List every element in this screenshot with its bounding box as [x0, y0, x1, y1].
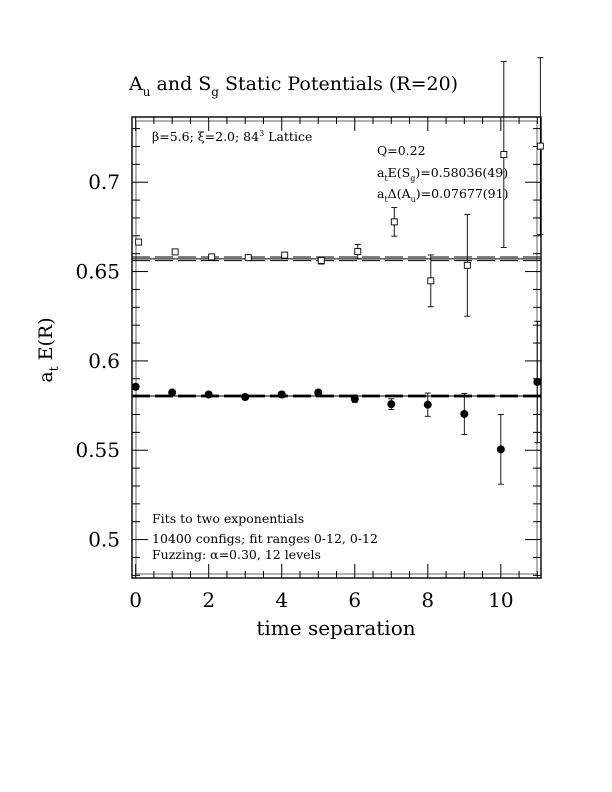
data-point-au [463, 261, 471, 269]
data-point-au [317, 257, 325, 264]
data-point-sg [314, 388, 323, 397]
data-point-sg [533, 377, 542, 386]
y-axis-ticks: 0.5 0.55 0.6 0.65 0.7 [75, 128, 541, 576]
dau-annotation: atΔ(Au)=0.07677(91) [377, 186, 508, 204]
dau-sub-u: u [411, 195, 416, 204]
x-tick-label: 0 [129, 588, 142, 612]
x-tick-label: 2 [202, 588, 215, 612]
data-point-sg [131, 382, 140, 391]
fit-lines [132, 256, 541, 398]
data-point-sg [460, 409, 469, 418]
title-part-a: A [128, 73, 143, 95]
fit-annotation-1: Fits to two exponentials [152, 511, 304, 526]
y-axis-label: at E(R) [35, 317, 61, 382]
data-point-sg [204, 390, 213, 399]
fit-annotation-3: Fuzzing: α=0.30, 12 levels [152, 547, 321, 562]
ylabel-rest: E(R) [35, 317, 57, 366]
data-point-sg [241, 392, 250, 401]
data-point-sg [350, 394, 359, 403]
esg-mid: E(S [388, 165, 411, 180]
title-part-rest: Static Potentials (R=20) [219, 73, 458, 95]
x-axis-label: time separation [256, 616, 415, 640]
dau-mid: Δ(A [388, 186, 412, 201]
y-tick-label: 0.55 [75, 438, 120, 462]
x-tick-label: 8 [421, 588, 434, 612]
esg-rest: )=0.58036(49) [415, 165, 508, 180]
y-tick-label: 0.65 [75, 260, 120, 284]
y-tick-label: 0.7 [88, 170, 120, 194]
lattice-sup: 3 [259, 129, 264, 138]
data-point-au [171, 248, 179, 256]
q-annotation: Q=0.22 [377, 143, 426, 158]
x-tick-label: 4 [275, 588, 288, 612]
data-point-sg [387, 400, 396, 409]
lattice-text: β=5.6; ξ=2.0; 84 [152, 129, 259, 144]
data-point-au [500, 151, 508, 158]
data-point-au [354, 248, 362, 255]
ylabel-sub-t: t [47, 366, 61, 371]
chart-title: Au and Sg Static Potentials (R=20) [128, 73, 458, 99]
x-tick-label: 6 [348, 588, 361, 612]
title-sub-g: g [211, 85, 219, 99]
esg-sub-t: t [384, 174, 388, 183]
data-marks [131, 57, 544, 485]
data-point-au [390, 218, 398, 226]
dau-sub-t: t [384, 195, 388, 204]
data-point-au [135, 238, 143, 246]
title-sub-u: u [143, 85, 151, 99]
data-point-au [427, 277, 435, 285]
data-point-au [208, 253, 216, 261]
lattice-annotation: β=5.6; ξ=2.0; 843 Lattice [152, 129, 312, 144]
data-point-au [536, 142, 544, 150]
data-point-au [244, 254, 252, 262]
fit-annotation-2: 10400 configs; fit ranges 0-12, 0-12 [152, 531, 378, 546]
esg-a: a [377, 165, 385, 180]
ylabel-a: a [35, 371, 57, 382]
data-point-sg [496, 445, 505, 454]
data-point-au [281, 251, 289, 259]
esg-sub-g: g [410, 174, 415, 183]
dau-a: a [377, 186, 385, 201]
dau-rest: )=0.07677(91) [416, 186, 509, 201]
data-point-sg [168, 388, 177, 397]
y-tick-label: 0.5 [88, 528, 120, 552]
data-point-sg [277, 390, 286, 399]
title-part-and: and S [150, 73, 211, 95]
esg-annotation: atE(Sg)=0.58036(49) [377, 165, 508, 183]
lattice-word: Lattice [264, 129, 312, 144]
data-point-sg [423, 400, 432, 409]
y-tick-label: 0.6 [88, 349, 120, 373]
x-tick-label: 10 [488, 588, 513, 612]
